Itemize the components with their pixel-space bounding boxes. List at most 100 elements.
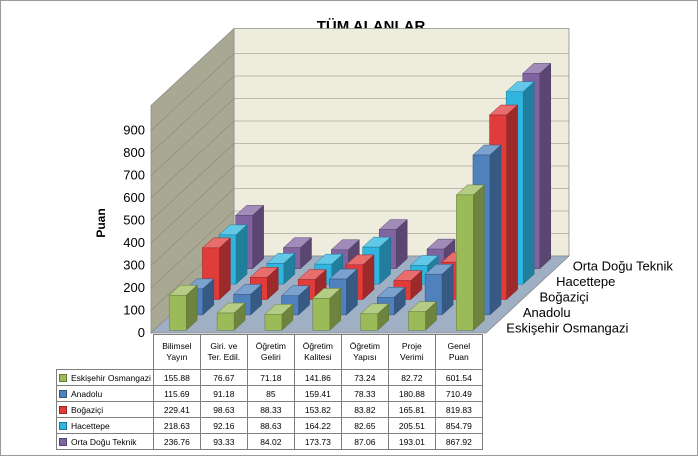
table-column-header: Öğretim Geliri	[246, 334, 295, 370]
series-name: Eskişehir Osmangazi	[71, 372, 151, 383]
table-row: Boğaziçi 229.41 98.63 88.33 153.82 83.82 165.8…	[56, 401, 483, 418]
table-column-header-line: Puan	[448, 352, 469, 362]
series-name: Orta Doğu Teknik	[71, 436, 137, 447]
depth-axis-labels: Eskişehir OsmangaziAnadoluBoğaziçiHacett…	[506, 259, 673, 336]
table-cell: 173.73	[293, 433, 342, 450]
bar-4-1	[218, 224, 248, 285]
table-cell: 92.16	[199, 417, 248, 434]
series-name: Anadolu	[71, 388, 103, 399]
y-tick-label: 400	[123, 235, 145, 250]
table-column-header-line: Bilimsel	[162, 341, 192, 351]
y-tick-label: 800	[123, 145, 145, 160]
table-cell: 159.41	[293, 385, 342, 402]
y-tick-label: 300	[123, 258, 145, 273]
table-cell: 205.51	[387, 417, 436, 434]
table-row-label: Hacettepe	[56, 417, 154, 434]
gridline-side	[150, 53, 235, 131]
y-tick-label: 0	[138, 325, 145, 340]
legend-key	[59, 374, 67, 383]
table-cell: 82.72	[387, 369, 436, 386]
table-column-header-line: Proje	[401, 341, 422, 351]
gridline-side	[150, 75, 235, 154]
table-row: Orta Doğu Teknik 236.76 93.33 84.02 173.73 87…	[56, 433, 483, 450]
table-column-header: Giri. ve Ter. Edil.	[199, 334, 248, 370]
table-cell: 218.63	[152, 417, 201, 434]
bar-1-3	[264, 303, 294, 331]
table-column-header-line: Öğretim	[302, 341, 333, 351]
y-tick-label: 500	[123, 213, 145, 228]
table-row: Hacettepe 218.63 92.16 88.63 164.22 82.65 205.…	[56, 417, 483, 434]
table-cell: 180.88	[387, 385, 436, 402]
series-name: Hacettepe	[71, 420, 110, 431]
table-column-header: Öğretim Yapısı	[340, 334, 389, 370]
bar-1-1	[168, 284, 198, 331]
y-axis-ticks: 0 100 200 300 400 500 600 700 800 900	[123, 123, 145, 341]
table-column-header-line: Öğretim	[349, 341, 380, 351]
legend-key	[59, 438, 67, 447]
table-corner	[56, 334, 154, 370]
table-cell: 115.69	[152, 385, 201, 402]
legend-key	[59, 406, 67, 415]
bar-1-5	[360, 303, 390, 331]
table-column-header-line: Öğretim	[255, 341, 286, 351]
y-tick-label: 700	[123, 168, 145, 183]
table-column-header-line: Genel	[447, 341, 471, 351]
series-axis-label: Anadolu	[523, 305, 571, 320]
table-cell: 165.81	[387, 401, 436, 418]
table-column-header-line: Geliri	[260, 352, 281, 362]
table-cell: 155.88	[152, 369, 201, 386]
series-axis-label: Orta Doğu Teknik	[573, 259, 674, 274]
table-cell: 88.63	[246, 417, 295, 434]
bar-1-6	[407, 301, 438, 331]
table-column-header-line: Giri. ve	[210, 341, 238, 351]
series-name: Boğaziçi	[71, 404, 104, 415]
table-cell: 73.24	[340, 369, 389, 386]
y-tick-label: 100	[123, 303, 145, 318]
table-column-header-line: Kalitesi	[304, 352, 332, 362]
data-table: Bilimsel Yayın Giri. ve Ter. Edil. Öğretim Ge…	[56, 334, 483, 450]
table-cell: 236.76	[152, 433, 201, 450]
table-column-header-line: Yayın	[166, 352, 188, 362]
legend-key	[59, 390, 67, 399]
bar-1-7	[455, 184, 486, 331]
gridline-side	[150, 165, 235, 244]
table-cell: 91.18	[199, 385, 248, 402]
series-axis-label: Boğaziçi	[540, 290, 589, 305]
gridline-side	[150, 98, 235, 176]
table-cell: 88.33	[246, 401, 295, 418]
table-row-label: Orta Doğu Teknik	[56, 433, 154, 450]
y-tick-label: 600	[123, 190, 145, 205]
table-header-row: Bilimsel Yayın Giri. ve Ter. Edil. Öğretim Ge…	[56, 334, 483, 370]
y-axis-label: Puan	[94, 208, 108, 237]
table-cell: 82.65	[340, 417, 389, 434]
table-cell: 84.02	[246, 433, 295, 450]
table-cell: 93.33	[199, 433, 248, 450]
table-cell: 601.54	[434, 369, 483, 386]
table-cell: 83.82	[340, 401, 389, 418]
table-row: Eskişehir Osmangazi 155.88 76.67 71.18 141.8…	[56, 369, 483, 386]
table-row-label: Boğaziçi	[56, 401, 154, 418]
table-column-header: Öğretim Kalitesi	[293, 334, 342, 370]
table-column-header: Genel Puan	[434, 334, 483, 370]
table-cell: 71.18	[246, 369, 295, 386]
table-row-label: Anadolu	[56, 385, 154, 402]
series-axis-label: Hacettepe	[556, 274, 615, 289]
table-cell: 85	[246, 385, 295, 402]
y-tick-label: 200	[123, 280, 145, 295]
table-cell: 229.41	[152, 401, 201, 418]
gridline-side	[150, 188, 235, 266]
table-cell: 87.06	[340, 433, 389, 450]
table-column-header-line: Verimi	[400, 352, 424, 362]
table-column-header: Proje Verimi	[387, 334, 436, 370]
table-cell: 76.67	[199, 369, 248, 386]
table-cell: 193.01	[387, 433, 436, 450]
table-cell: 867.92	[434, 433, 483, 450]
table-column-header-line: Yapısı	[353, 352, 377, 362]
table-cell: 819.83	[434, 401, 483, 418]
bar-1-4	[312, 287, 342, 331]
table-column-header-line: Ter. Edil.	[207, 352, 241, 362]
table-column-header: Bilimsel Yayın	[152, 334, 201, 370]
gridline-side	[150, 143, 235, 221]
